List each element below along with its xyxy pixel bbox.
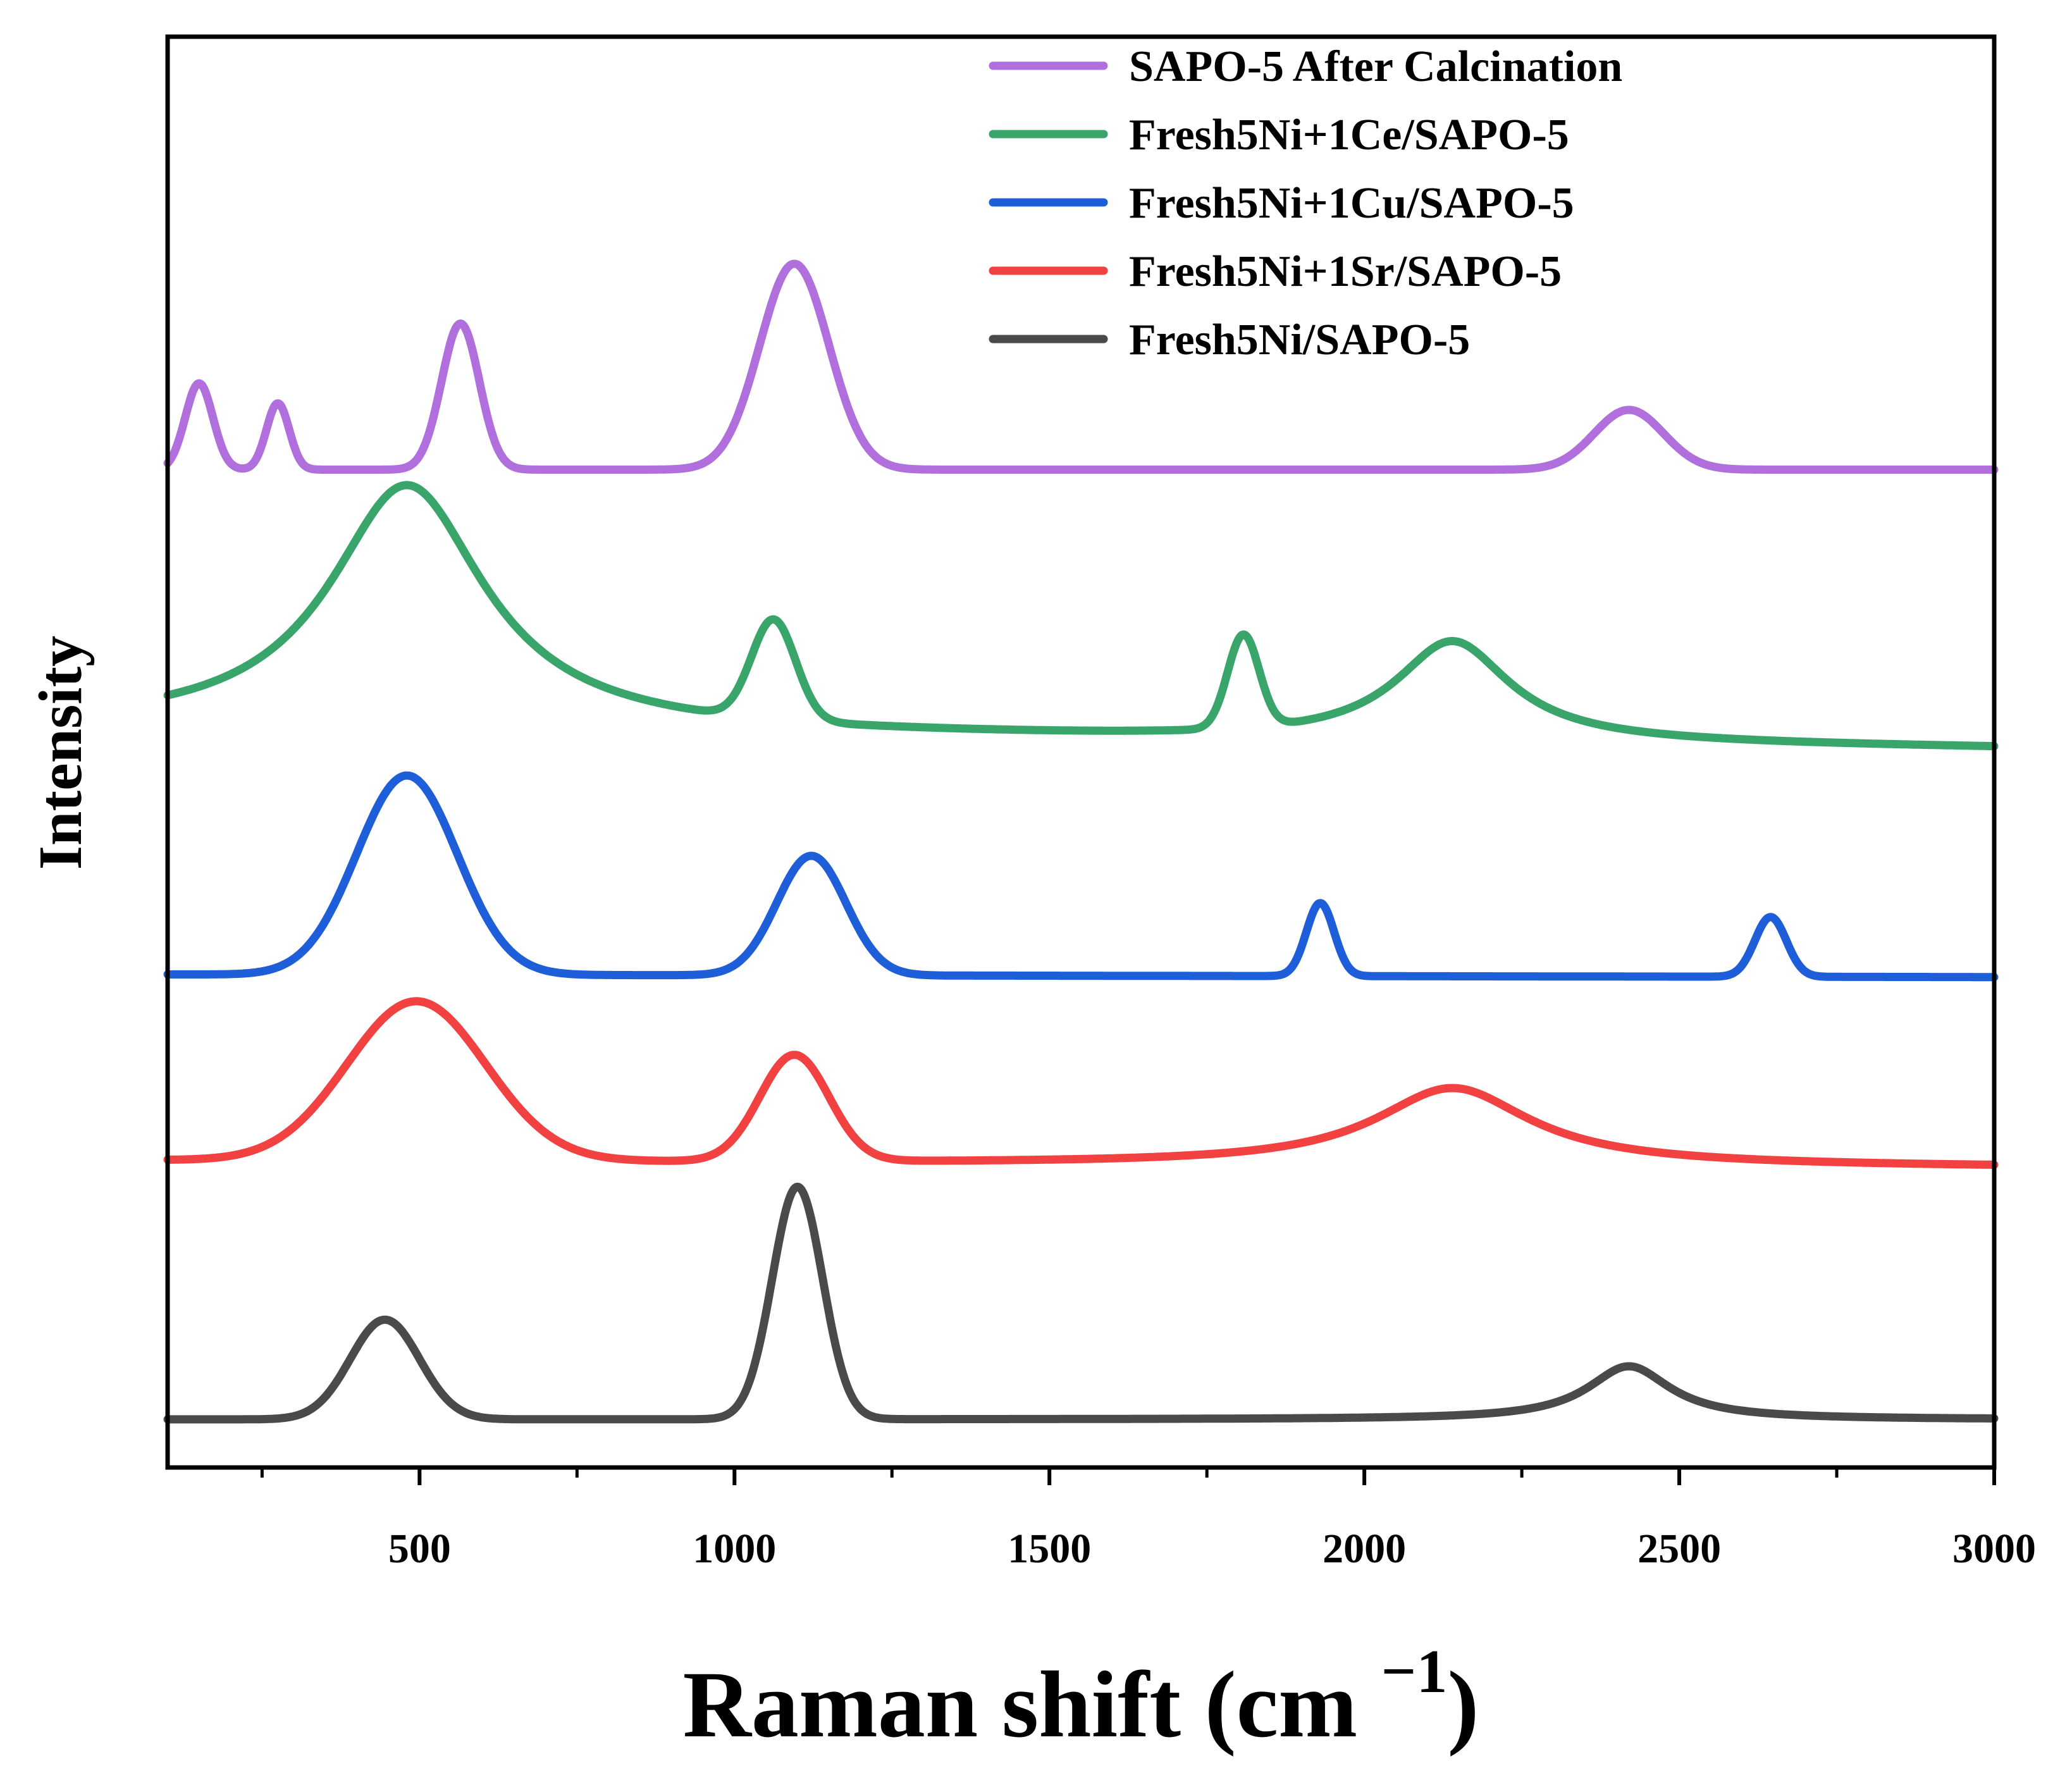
legend-label: Fresh5Ni+1Sr/SAPO-5 [1129, 247, 1562, 296]
legend-label: Fresh5Ni+1Cu/SAPO-5 [1129, 179, 1574, 228]
series-line-3 [163, 997, 1999, 1169]
series-line-4 [163, 1182, 1999, 1424]
series-line-1 [163, 481, 1999, 751]
legend-label: Fresh5Ni/SAPO-5 [1129, 316, 1470, 364]
y-axis-title: Intensity [27, 636, 95, 870]
x-tick-label: 2000 [1323, 1526, 1406, 1572]
x-axis-title: Raman shift (cm −1) [683, 1638, 1479, 1757]
x-tick-label: 3000 [1952, 1526, 2036, 1572]
series-line-0 [163, 259, 1999, 474]
x-axis-ticks [260, 1467, 1996, 1485]
plot-frame [165, 34, 1997, 1470]
x-tick-label: 1500 [1008, 1526, 1091, 1572]
x-tick-label: 1000 [693, 1526, 776, 1572]
x-axis-title-gap [1357, 1652, 1381, 1757]
spectra-curves [163, 259, 1999, 1424]
x-axis-title-main: Raman shift (cm [683, 1652, 1358, 1757]
x-axis-title-superscript: −1 [1381, 1638, 1448, 1706]
x-axis-title-close: ) [1447, 1652, 1479, 1757]
legend: SAPO-5 After Calcination Fresh5Ni+1Ce/SAP… [989, 42, 1622, 364]
x-axis-tick-labels: 500 1000 1500 2000 2500 3000 [388, 1526, 2036, 1572]
legend-label: SAPO-5 After Calcination [1129, 42, 1622, 91]
legend-label: Fresh5Ni+1Ce/SAPO-5 [1129, 111, 1569, 159]
series-line-2 [163, 771, 1999, 982]
x-tick-label: 2500 [1637, 1526, 1721, 1572]
x-tick-label: 500 [388, 1526, 451, 1572]
